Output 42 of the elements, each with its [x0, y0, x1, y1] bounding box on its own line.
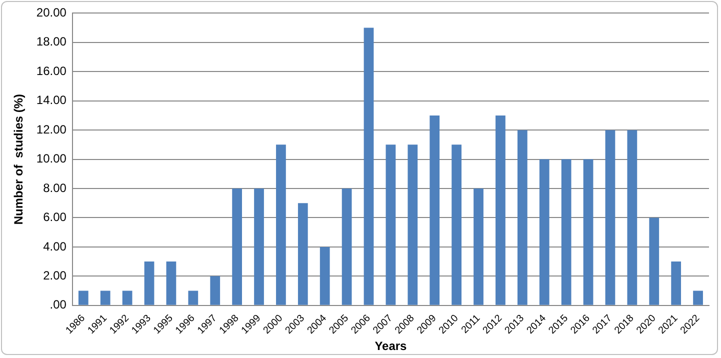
bar [78, 290, 88, 305]
bar [408, 144, 418, 305]
bar [452, 144, 462, 305]
bar [583, 159, 594, 305]
y-tick-label: 16.00 [36, 64, 67, 78]
y-tick-label: 8.00 [43, 180, 67, 195]
bar [693, 290, 703, 305]
bar [276, 144, 286, 305]
y-tick-label: 6.00 [43, 210, 67, 224]
x-axis-title: Years [374, 339, 408, 354]
bar [320, 246, 330, 305]
bar [364, 28, 374, 305]
bar [188, 290, 198, 305]
bar [210, 276, 220, 305]
bar [627, 130, 638, 305]
bar [474, 188, 484, 305]
bar [671, 262, 682, 305]
bar [539, 159, 550, 305]
bar [386, 144, 396, 305]
bar [122, 290, 132, 305]
y-tick-label: .00 [50, 298, 67, 312]
bar [496, 115, 506, 305]
y-tick-label: 18.00 [36, 34, 67, 49]
bar [232, 188, 242, 305]
y-tick-label: 10.00 [36, 152, 67, 166]
bar [605, 130, 616, 305]
y-tick-label: 20.00 [36, 6, 67, 20]
bar [166, 262, 176, 305]
bar [298, 203, 308, 305]
bar [254, 188, 264, 305]
y-tick-label: 4.00 [43, 239, 67, 254]
bar [430, 115, 440, 305]
bar [144, 262, 154, 305]
y-tick-label: 2.00 [43, 268, 67, 282]
bar [561, 159, 572, 305]
bar [517, 130, 528, 305]
y-tick-label: 12.00 [36, 122, 67, 136]
y-axis-title: Number of studies (%) [12, 94, 26, 225]
y-tick-label: 14.00 [36, 93, 67, 108]
bar [649, 218, 660, 305]
bar [100, 290, 110, 305]
bar [342, 188, 352, 305]
